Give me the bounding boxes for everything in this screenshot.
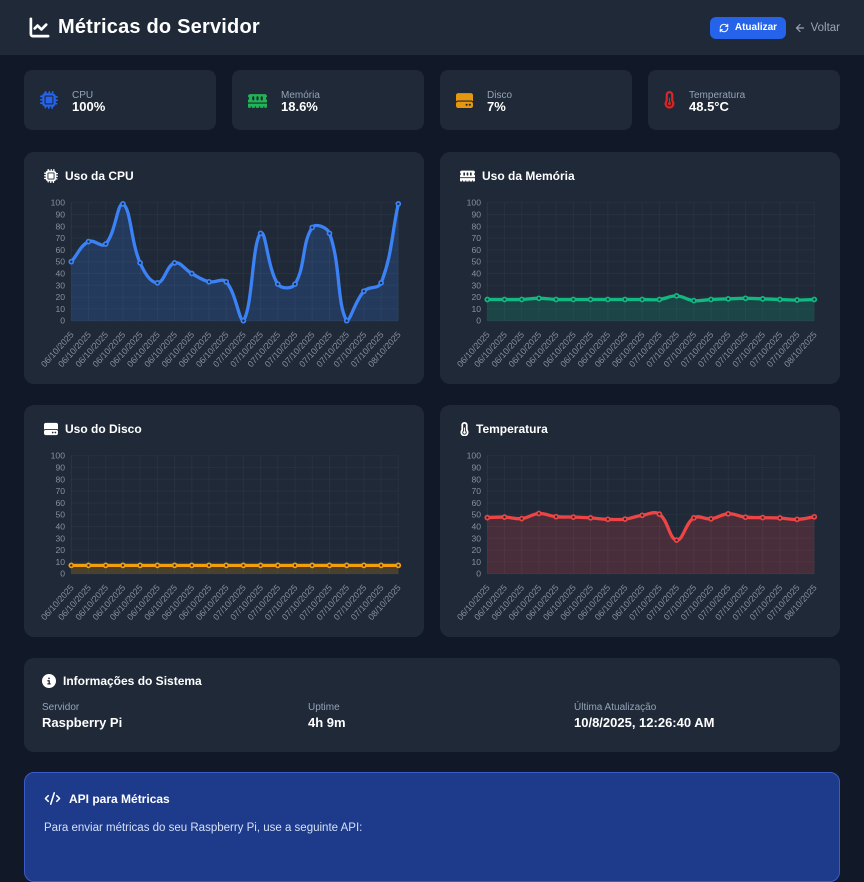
svg-text:90: 90 xyxy=(471,210,481,220)
svg-text:40: 40 xyxy=(55,269,65,279)
svg-text:10: 10 xyxy=(55,304,65,314)
svg-text:90: 90 xyxy=(55,210,65,220)
svg-text:90: 90 xyxy=(55,463,65,473)
svg-text:70: 70 xyxy=(471,233,481,243)
svg-text:30: 30 xyxy=(471,280,481,290)
svg-text:10: 10 xyxy=(471,557,481,567)
svg-text:50: 50 xyxy=(471,257,481,267)
svg-text:30: 30 xyxy=(55,280,65,290)
svg-text:40: 40 xyxy=(471,269,481,279)
svg-text:80: 80 xyxy=(55,221,65,231)
svg-text:20: 20 xyxy=(55,292,65,302)
svg-text:60: 60 xyxy=(471,498,481,508)
svg-text:50: 50 xyxy=(55,510,65,520)
svg-text:10: 10 xyxy=(471,304,481,314)
svg-text:30: 30 xyxy=(471,533,481,543)
svg-text:0: 0 xyxy=(60,569,65,579)
svg-text:100: 100 xyxy=(51,198,66,208)
svg-text:0: 0 xyxy=(476,569,481,579)
svg-text:50: 50 xyxy=(55,257,65,267)
svg-text:100: 100 xyxy=(467,451,482,461)
svg-text:80: 80 xyxy=(55,474,65,484)
svg-text:60: 60 xyxy=(55,245,65,255)
svg-text:70: 70 xyxy=(55,233,65,243)
svg-text:0: 0 xyxy=(60,316,65,326)
svg-text:70: 70 xyxy=(55,486,65,496)
svg-text:10: 10 xyxy=(55,557,65,567)
svg-text:40: 40 xyxy=(471,522,481,532)
svg-text:80: 80 xyxy=(471,474,481,484)
svg-text:60: 60 xyxy=(55,498,65,508)
svg-text:100: 100 xyxy=(51,451,66,461)
svg-text:40: 40 xyxy=(55,522,65,532)
svg-text:70: 70 xyxy=(471,486,481,496)
svg-text:20: 20 xyxy=(471,292,481,302)
svg-text:60: 60 xyxy=(471,245,481,255)
svg-text:50: 50 xyxy=(471,510,481,520)
svg-text:20: 20 xyxy=(55,545,65,555)
svg-text:90: 90 xyxy=(471,463,481,473)
svg-text:80: 80 xyxy=(471,221,481,231)
svg-text:30: 30 xyxy=(55,533,65,543)
svg-text:20: 20 xyxy=(471,545,481,555)
svg-text:0: 0 xyxy=(476,316,481,326)
svg-text:100: 100 xyxy=(467,198,482,208)
